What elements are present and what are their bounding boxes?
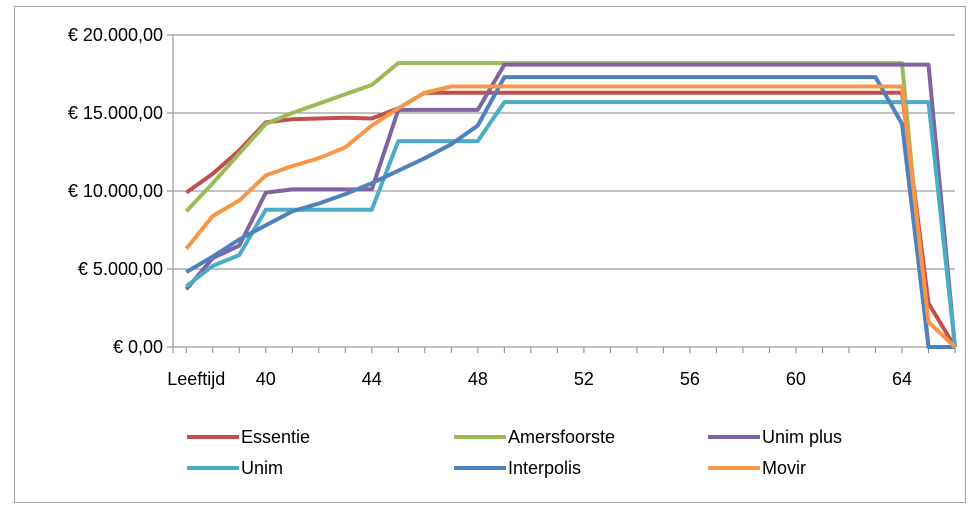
series-line-movir <box>184 84 957 349</box>
x-tick-label: 40 <box>256 369 276 389</box>
series-line-interpolis <box>185 75 955 349</box>
series-line-unim-plus <box>184 62 957 348</box>
x-tick-label: Leeftijd <box>167 369 225 389</box>
legend-label: Unim <box>241 458 283 478</box>
x-tick-label: 48 <box>468 369 488 389</box>
x-tick-label: 44 <box>362 369 382 389</box>
series-line-amersfoorste <box>184 61 955 349</box>
series-line-essentie <box>185 90 957 349</box>
legend-label: Amersfoorste <box>508 427 615 447</box>
y-tick-label: € 15.000,00 <box>68 103 163 123</box>
y-tick-label: € 10.000,00 <box>68 181 163 201</box>
y-tick-label: € 0,00 <box>113 337 163 357</box>
legend-label: Essentie <box>241 427 310 447</box>
series-lines <box>184 61 957 349</box>
legend-label: Interpolis <box>508 458 581 478</box>
legend-label: Unim plus <box>762 427 842 447</box>
gridlines <box>173 34 955 270</box>
y-tick-label: € 5.000,00 <box>78 259 163 279</box>
series-line-unim <box>185 100 957 348</box>
legend-label: Movir <box>762 458 806 478</box>
x-tick-label: 52 <box>574 369 594 389</box>
y-tick-labels: € 0,00 € 5.000,00 € 10.000,00 € 15.000,00 € … <box>68 25 163 357</box>
x-tick-labels: Leeftijd 40 44 48 52 56 60 64 <box>167 369 912 389</box>
axes <box>167 34 956 353</box>
x-tick-label: 56 <box>680 369 700 389</box>
x-tick-label: 60 <box>786 369 806 389</box>
y-tick-label: € 20.000,00 <box>68 25 163 45</box>
x-tick-label: 64 <box>892 369 912 389</box>
legend: Essentie Amersfoorste Unim plus Unim Interpo… <box>187 427 842 478</box>
